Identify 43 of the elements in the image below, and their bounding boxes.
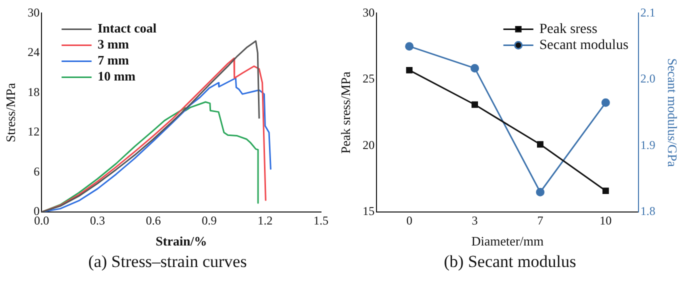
point [405, 42, 414, 51]
point [536, 188, 544, 196]
y-tick-label: 20 [362, 138, 375, 152]
x-tick-label: 0.6 [146, 213, 161, 228]
y-tick-label: 25 [362, 72, 375, 86]
y2-axis-title: Secant modulus/GPa [664, 58, 680, 168]
y-tick-label: 18 [28, 84, 40, 99]
y-tick-label: 24 [28, 45, 40, 60]
y-tick-label: 15 [362, 204, 375, 218]
point [602, 188, 609, 194]
y-tick-label: 30 [28, 5, 40, 20]
y-tick-label: 30 [362, 5, 375, 20]
text: (a) Stress–strain curves [87, 252, 248, 272]
legend-label: Peak sress [539, 22, 598, 37]
y2-tick-label: 1.8 [640, 204, 656, 218]
x-tick-label: 1.2 [258, 213, 273, 228]
legend-label: Intact coal [98, 20, 157, 36]
legend-label: 7 mm [98, 52, 130, 68]
point [470, 64, 480, 72]
x-tick-label: 10 [600, 213, 612, 228]
y2-tick-label: 1.9 [640, 138, 656, 152]
y-axis-title: Stress/MPa [3, 82, 18, 142]
x-tick-label: 1.5 [314, 213, 328, 228]
y-tick-label: 12 [28, 124, 40, 139]
x-tick-label: 0.3 [90, 213, 105, 228]
point [472, 101, 478, 108]
y-tick-label: 6 [34, 164, 40, 178]
x-axis-title: Strain/% [156, 234, 207, 249]
x-tick-label: 0.9 [202, 213, 217, 228]
legend-label: 10 mm [98, 68, 136, 84]
y2-tick-label: 2.1 [640, 5, 656, 20]
point [537, 141, 544, 148]
x-tick-label: 3 [472, 213, 478, 228]
x-tick-label: 0 [406, 213, 412, 228]
point [601, 98, 610, 107]
text: (b) Secant modulus [442, 252, 578, 272]
y2-tick-label: 2.0 [640, 72, 656, 86]
legend-label: 3 mm [98, 36, 130, 52]
x-tick-label: 7 [537, 213, 544, 228]
legend-label: Secant modulus [539, 38, 628, 53]
x-axis-title: Diameter/mm [471, 234, 544, 249]
y-axis-title: Peak sress/MPa [338, 71, 354, 154]
point [406, 66, 413, 74]
